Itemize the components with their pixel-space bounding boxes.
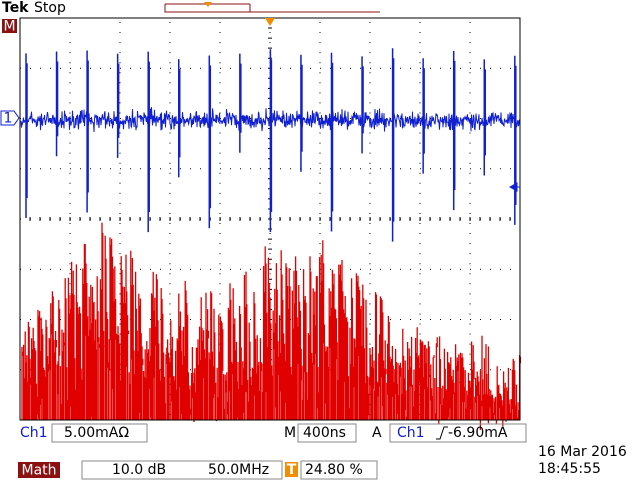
trigger-mode: A (372, 425, 382, 441)
ch1-spikes (25, 48, 517, 242)
math-marker: M (3, 19, 15, 35)
trigger-icon-box (285, 462, 298, 477)
ch1-label: Ch1 (20, 425, 48, 441)
trigger-slope-icon (436, 426, 448, 440)
date: 16 Mar 2016 (538, 444, 627, 460)
trigger-source: Ch1 (397, 425, 425, 441)
trigger-position-box (300, 460, 378, 480)
acquisition-status: Stop (34, 0, 66, 16)
channel-marker: 1 (4, 111, 13, 127)
math-spectrum (21, 222, 522, 430)
ch1-scale: 5.00mAΩ (64, 425, 129, 441)
math-settings-box (81, 460, 283, 480)
brand: Tek (2, 0, 29, 16)
waveforms (20, 48, 522, 430)
ch1-scale-box (51, 423, 148, 443)
trigger-level-marker (508, 182, 520, 192)
trigger-box (389, 423, 527, 443)
math-scale: 10.0 dB (112, 462, 166, 478)
timebase-value: 400ns (303, 425, 346, 441)
trigger-position: 24.80 % (305, 462, 363, 478)
math-center: 50.0MHz (208, 462, 269, 478)
math-label: Math (21, 463, 56, 479)
trigger-position-marker (265, 18, 275, 26)
math-marker-box (2, 19, 17, 33)
record-trigger-marker (204, 2, 212, 7)
timebase-label: M (284, 425, 296, 441)
trigger-level: -6.90mA (448, 425, 508, 441)
time: 18:45:55 (538, 461, 601, 477)
trigger-icon: T (287, 462, 297, 478)
timebase-box (297, 423, 357, 443)
channel-marker-box (0, 110, 20, 126)
math-label-box (18, 462, 60, 478)
